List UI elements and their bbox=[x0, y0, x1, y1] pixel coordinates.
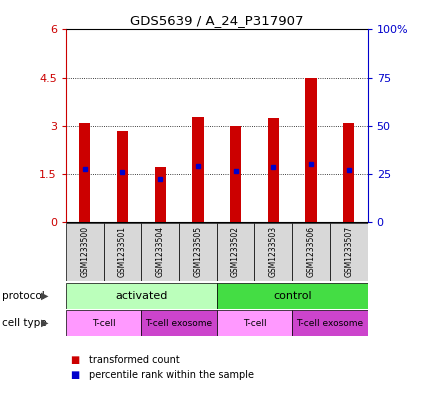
Text: ■: ■ bbox=[70, 354, 79, 365]
Text: ▶: ▶ bbox=[41, 291, 49, 301]
Text: cell type: cell type bbox=[2, 318, 47, 328]
Bar bbox=[268, 118, 279, 222]
Bar bbox=[79, 123, 91, 222]
Text: control: control bbox=[273, 291, 312, 301]
Text: T-cell: T-cell bbox=[243, 319, 266, 328]
Text: GSM1233503: GSM1233503 bbox=[269, 226, 278, 277]
Bar bbox=[66, 283, 217, 309]
Bar bbox=[104, 223, 141, 281]
Text: GSM1233507: GSM1233507 bbox=[344, 226, 353, 277]
Text: T-cell exosome: T-cell exosome bbox=[296, 319, 363, 328]
Bar bbox=[330, 223, 368, 281]
Text: percentile rank within the sample: percentile rank within the sample bbox=[89, 370, 254, 380]
Bar bbox=[343, 123, 354, 222]
Bar bbox=[217, 283, 368, 309]
Bar bbox=[141, 223, 179, 281]
Bar bbox=[306, 77, 317, 222]
Text: T-cell: T-cell bbox=[92, 319, 116, 328]
Text: ■: ■ bbox=[70, 370, 79, 380]
Text: activated: activated bbox=[115, 291, 167, 301]
Bar bbox=[155, 167, 166, 222]
Bar bbox=[179, 223, 217, 281]
Text: GSM1233502: GSM1233502 bbox=[231, 226, 240, 277]
Bar bbox=[292, 310, 368, 336]
Text: GSM1233501: GSM1233501 bbox=[118, 226, 127, 277]
Text: T-cell exosome: T-cell exosome bbox=[145, 319, 212, 328]
Bar bbox=[255, 223, 292, 281]
Text: GSM1233505: GSM1233505 bbox=[193, 226, 202, 277]
Text: GSM1233504: GSM1233504 bbox=[156, 226, 164, 277]
Bar bbox=[292, 223, 330, 281]
Bar bbox=[117, 130, 128, 222]
Text: ▶: ▶ bbox=[41, 318, 49, 328]
Bar bbox=[217, 223, 255, 281]
Text: protocol: protocol bbox=[2, 291, 45, 301]
Bar bbox=[192, 117, 204, 222]
Bar bbox=[141, 310, 217, 336]
Bar bbox=[217, 310, 292, 336]
Text: transformed count: transformed count bbox=[89, 354, 180, 365]
Bar bbox=[66, 310, 141, 336]
Bar bbox=[66, 223, 104, 281]
Bar bbox=[230, 127, 241, 222]
Text: GSM1233500: GSM1233500 bbox=[80, 226, 89, 277]
Title: GDS5639 / A_24_P317907: GDS5639 / A_24_P317907 bbox=[130, 14, 303, 27]
Text: GSM1233506: GSM1233506 bbox=[306, 226, 315, 277]
